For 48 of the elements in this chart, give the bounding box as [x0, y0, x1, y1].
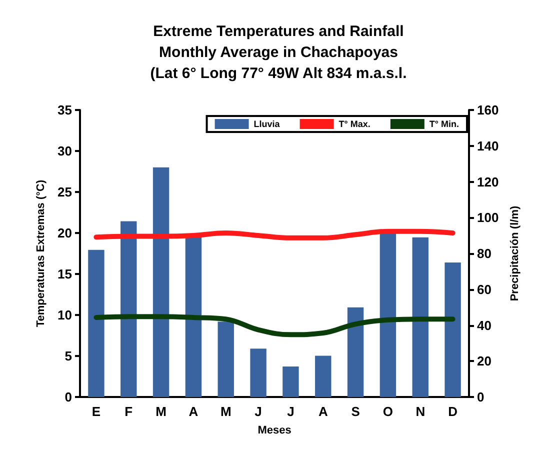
legend-label: Lluvia: [254, 119, 281, 129]
y2-tick-label: 40: [477, 318, 492, 333]
legend-label: T° Max.: [338, 119, 370, 129]
bar: [444, 262, 461, 397]
bar: [315, 356, 332, 397]
bar: [250, 348, 266, 397]
y2-tick-label: 60: [477, 282, 492, 297]
bar: [412, 237, 428, 397]
y2-tick-label: 80: [477, 246, 492, 261]
x-tick-label: O: [382, 404, 394, 419]
chart-title: Extreme Temperatures and Rainfall Monthly Average in Chachapoyas (Lat 6° Long 77° 49W Alt 834 m.a.s.l.: [150, 23, 407, 82]
y-axis-title: Temperaturas Extremas (°C): [35, 180, 48, 328]
x-axis-title: Meses: [258, 424, 292, 436]
x-tick-label: N: [416, 404, 426, 419]
x-tick-label: M: [156, 404, 166, 419]
bar: [120, 221, 137, 397]
x-tick-label: M: [220, 404, 232, 419]
y2-axis-title: Precipitación (l/m): [509, 205, 522, 302]
y-tick-label: 10: [58, 308, 72, 322]
y-tick-label: 25: [58, 184, 72, 200]
bar: [152, 167, 170, 397]
y2-tick-label: 120: [477, 174, 499, 190]
bar: [218, 322, 234, 397]
x-tick-label: J: [254, 404, 262, 419]
bar: [282, 366, 299, 397]
legend-label: T° Min.: [429, 119, 459, 129]
y-tick-label: 35: [58, 102, 72, 118]
y2-tick-label: 20: [477, 354, 492, 369]
x-tick-label: J: [287, 404, 294, 419]
bar: [347, 307, 364, 397]
y2-tick-label: 0: [477, 390, 484, 404]
x-tick-label: E: [92, 404, 101, 419]
y-tick-label: 15: [58, 266, 72, 282]
bar: [380, 232, 396, 397]
bar: [185, 236, 202, 397]
y-tick-label: 0: [64, 390, 72, 404]
x-tick-label: S: [351, 404, 360, 419]
y-tick-label: 20: [58, 226, 72, 240]
x-tick-label: F: [124, 404, 133, 419]
x-tick-label: A: [318, 404, 328, 419]
y-tick-label: 5: [64, 348, 72, 364]
y2-tick-label: 160: [477, 102, 499, 118]
x-tick-label: D: [448, 404, 458, 419]
bar: [88, 250, 104, 397]
x-tick-label: A: [188, 404, 199, 419]
y-tick-label: 30: [58, 144, 72, 158]
y2-tick-label: 100: [477, 210, 499, 226]
y2-tick-label: 140: [477, 138, 499, 154]
